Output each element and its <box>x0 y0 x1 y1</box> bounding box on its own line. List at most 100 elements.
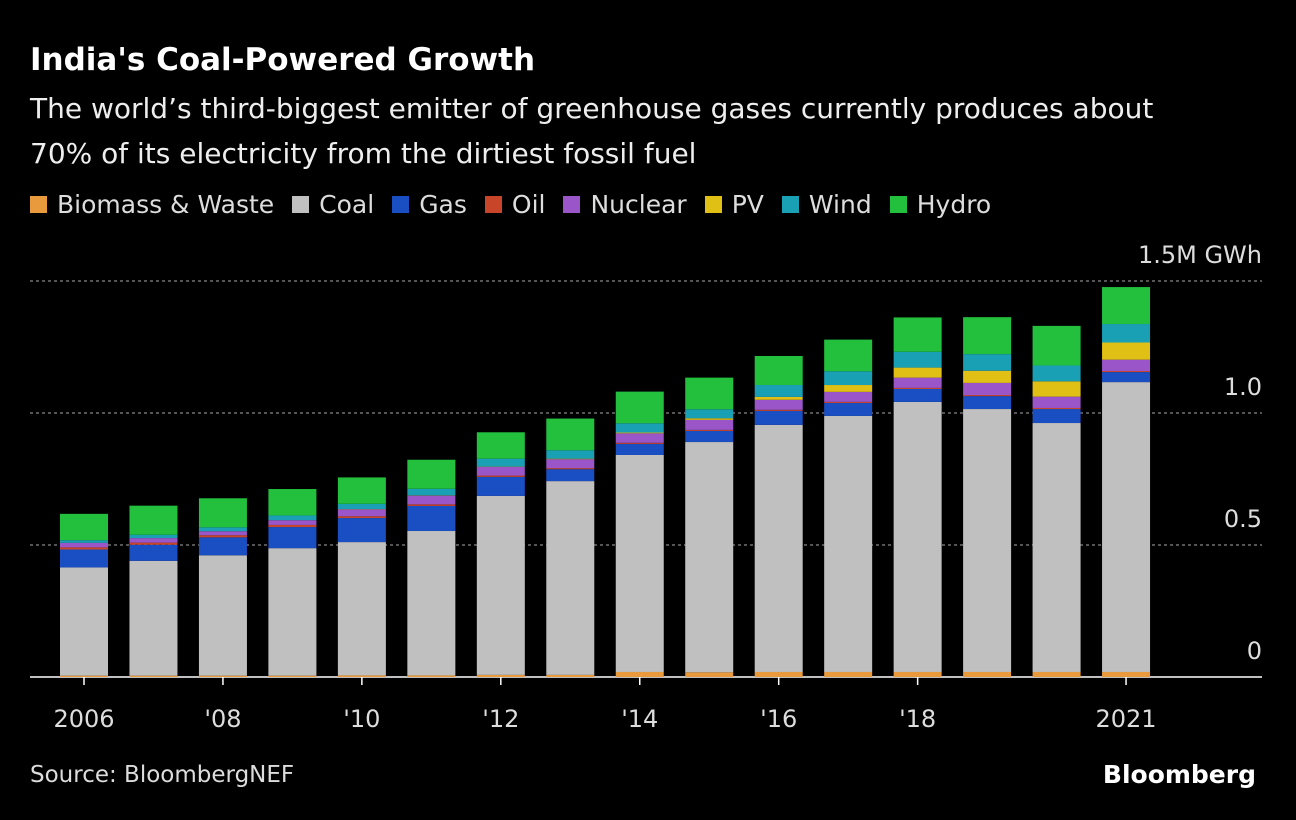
bar-segment <box>198 527 247 532</box>
bar-segment <box>1102 372 1151 383</box>
bar-segment <box>1032 365 1081 382</box>
legend-swatch <box>563 196 581 213</box>
x-tick-label: '10 <box>343 705 380 733</box>
legend-label: Gas <box>419 190 467 219</box>
bar-segment <box>963 317 1012 355</box>
bar-segment <box>1102 324 1151 343</box>
bar-segment <box>963 395 1012 397</box>
bar-segment <box>198 555 247 676</box>
brand: Bloomberg <box>1102 760 1256 789</box>
bar-segment <box>337 516 386 519</box>
bar-segment <box>337 518 386 543</box>
bar-segment <box>893 671 942 677</box>
legend-item: Nuclear <box>563 190 687 219</box>
bar-segment <box>615 391 664 424</box>
bar-segment <box>198 535 247 538</box>
legend-swatch <box>30 196 47 213</box>
legend-label: Nuclear <box>590 190 687 219</box>
bar-segment <box>546 481 595 675</box>
chart-title: India's Coal-Powered Growth <box>30 42 536 78</box>
bar-segment <box>754 385 803 397</box>
bar-segment <box>546 450 595 459</box>
bar-segment <box>407 531 456 676</box>
bar-segment <box>546 458 595 460</box>
bar-segment <box>546 459 595 469</box>
bar-segment <box>129 544 178 561</box>
bar-segment <box>1102 287 1151 325</box>
bar-segment <box>685 429 734 431</box>
bar-segment <box>546 468 595 470</box>
bar-segment <box>337 509 386 517</box>
bar-segment <box>1032 423 1081 672</box>
bar-segment <box>754 410 803 425</box>
bar-segment <box>546 469 595 482</box>
y-tick-label: 0 <box>1247 637 1262 665</box>
bar-segment <box>268 524 317 528</box>
bar-segment <box>615 454 664 672</box>
bar-segment <box>337 675 386 677</box>
bar-segment <box>546 674 595 677</box>
bar-segment <box>60 513 108 541</box>
legend-label: PV <box>731 190 764 219</box>
bar-segment <box>963 382 1012 396</box>
bar-segment <box>268 675 317 677</box>
bar-segment <box>198 498 247 528</box>
source: Source: BloombergNEF <box>30 762 295 788</box>
bar-segment <box>893 387 942 389</box>
y-tick-label: 0.5 <box>1224 505 1262 533</box>
x-tick-label: '14 <box>621 705 658 733</box>
bar-segment <box>129 505 178 535</box>
bar-segment <box>268 527 317 549</box>
bar-segment <box>60 540 108 543</box>
bar-segment <box>198 537 247 556</box>
legend-label: Hydro <box>916 190 992 219</box>
x-tick-label: '12 <box>482 705 519 733</box>
legend-item: Hydro <box>889 190 992 219</box>
bar-segment <box>963 671 1012 677</box>
bar-segment <box>407 495 456 505</box>
bar-segment <box>1032 409 1081 424</box>
x-tick-label: 2006 <box>53 705 114 733</box>
bar-segment <box>824 339 873 372</box>
bar-segment <box>60 542 108 548</box>
bar-segment <box>1032 381 1081 397</box>
bar-segment <box>1032 671 1081 677</box>
bar-segment <box>754 409 803 411</box>
bar-segment <box>615 442 664 444</box>
legend-swatch <box>889 196 907 213</box>
bar-segment <box>824 371 873 386</box>
bar-segment <box>268 548 317 676</box>
bar-segment <box>476 495 525 675</box>
bar-segment <box>685 672 734 677</box>
bar-segment <box>685 377 734 410</box>
bar-segment <box>615 671 664 677</box>
bar-segment <box>407 459 456 489</box>
bar-segment <box>893 388 942 402</box>
bar-segment <box>476 466 525 476</box>
bar-segment <box>754 396 803 400</box>
bar-segment <box>1032 407 1081 410</box>
bar-segment <box>824 402 873 416</box>
y-tick-label: 1.5M GWh <box>1138 241 1262 269</box>
bar-segment <box>337 477 386 504</box>
x-tick-label: '08 <box>204 705 241 733</box>
bar-segment <box>685 418 734 420</box>
bar-segment <box>407 488 456 496</box>
bar-segment <box>60 567 108 676</box>
bar-segment <box>893 351 942 368</box>
x-tick-label: '18 <box>899 705 936 733</box>
x-tick-label: '16 <box>760 705 797 733</box>
legend-label: Coal <box>319 190 375 219</box>
bar-segment <box>337 542 386 676</box>
bar-segment <box>685 442 734 673</box>
legend-swatch <box>484 196 502 213</box>
bar-segment <box>60 547 108 550</box>
bar-segment <box>476 432 525 459</box>
legend-swatch <box>392 196 410 213</box>
bar-segment <box>476 476 525 496</box>
legend-item: Oil <box>484 190 545 219</box>
legend-item: Gas <box>392 190 467 219</box>
legend-label: Wind <box>808 190 872 219</box>
